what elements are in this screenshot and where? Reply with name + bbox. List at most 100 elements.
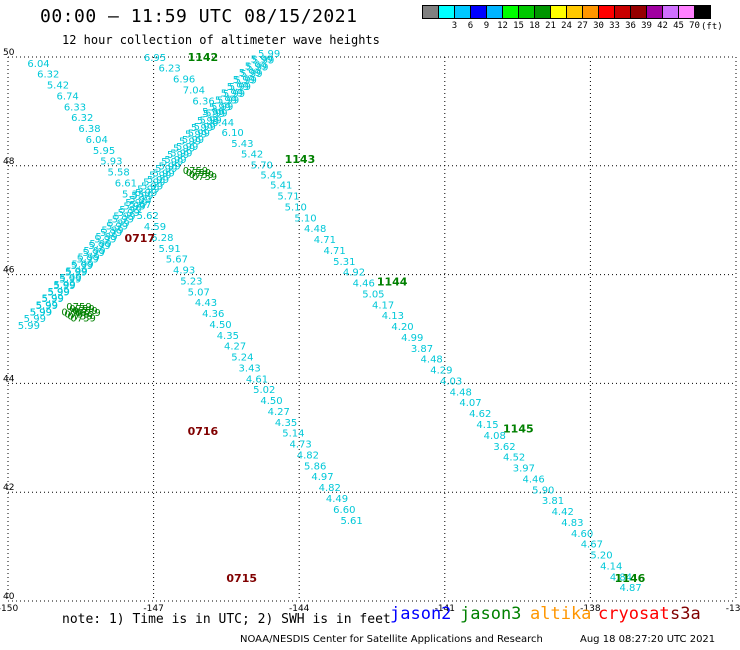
swh-value: 6.10 <box>222 128 244 139</box>
swh-value: 5.99 <box>170 148 192 159</box>
swh-value: 5.99 <box>94 235 116 246</box>
swh-value: 5.99 <box>53 281 75 292</box>
swh-value: 5.99 <box>233 75 255 86</box>
swh-value: 5.99 <box>143 177 165 188</box>
swh-value: 5.99 <box>141 182 163 193</box>
swh-value: 5.99 <box>173 143 195 154</box>
swh-value: 5.99 <box>100 228 122 239</box>
lon-tick-label: -150 <box>0 604 18 614</box>
swh-value: 5.67 <box>129 200 151 211</box>
swh-value: 4.46 <box>522 474 544 485</box>
swh-value: 5.99 <box>223 89 245 100</box>
swh-value: 4.93 <box>173 266 195 277</box>
pass-time-label: 1143 <box>285 153 316 166</box>
legend-swatch <box>694 5 711 19</box>
swh-value: 5.99 <box>161 157 183 168</box>
swh-value: 5.43 <box>231 139 253 150</box>
swh-value: 5.99 <box>147 175 169 186</box>
swh-value: 5.99 <box>77 254 99 265</box>
swh-value: 4.42 <box>552 507 574 518</box>
swh-value: 4.15 <box>476 420 498 431</box>
swh-value: 4.52 <box>503 453 525 464</box>
swh-value: 5.31 <box>333 257 355 268</box>
swh-value: 5.45 <box>260 170 282 181</box>
swh-value: 5.99 <box>176 142 198 153</box>
footer-note: note: 1) Time is in UTC; 2) SWH is in fe… <box>62 612 391 627</box>
overlap-time-label: 0759 <box>66 302 91 313</box>
legend-label: 9 <box>483 21 490 31</box>
swh-value: 4.67 <box>581 540 603 551</box>
legend-label: 45 <box>673 21 684 31</box>
swh-value: 5.86 <box>304 461 326 472</box>
swh-value: 5.99 <box>42 294 64 305</box>
swh-value: 5.99 <box>30 307 52 318</box>
swh-value: 5.99 <box>119 205 141 216</box>
swh-value: 5.99 <box>205 109 227 120</box>
swh-value: 5.99 <box>164 155 186 166</box>
swh-value: 5.99 <box>77 253 99 264</box>
swh-value: 5.99 <box>182 135 204 146</box>
swh-value: 6.32 <box>71 113 93 124</box>
swh-value: 6.32 <box>37 70 59 81</box>
legend-label: 24 <box>561 21 572 31</box>
swh-value: 6.04 <box>27 59 49 70</box>
pass-time-label: 0716 <box>188 425 219 438</box>
swh-value: 5.99 <box>101 225 123 236</box>
swh-value: 5.99 <box>48 287 70 298</box>
legend-label: 36 <box>625 21 636 31</box>
swh-value: 5.99 <box>107 218 129 229</box>
swh-value: 5.99 <box>60 273 82 284</box>
swh-value: 5.99 <box>36 301 58 312</box>
swh-value: 5.35 <box>122 189 144 200</box>
swh-value: 4.29 <box>430 366 452 377</box>
swh-value: 5.61 <box>340 516 362 527</box>
swh-value: 5.10 <box>294 213 316 224</box>
credit-text: NOAA/NESDIS Center for Satellite Applica… <box>240 634 543 645</box>
swh-value: 3.97 <box>513 464 535 475</box>
swh-value: 5.99 <box>106 221 128 232</box>
swh-value: 4.48 <box>421 355 443 366</box>
swh-value: 5.41 <box>270 181 292 192</box>
swh-value: 5.99 <box>135 188 157 199</box>
swh-value: 4.71 <box>323 246 345 257</box>
swh-value: 5.99 <box>65 266 87 277</box>
swh-value: 4.84 <box>610 572 632 583</box>
swh-value: 5.99 <box>153 168 175 179</box>
swh-value: 4.59 <box>144 222 166 233</box>
swh-value: 5.99 <box>240 69 262 80</box>
overlap-time-label: 0759 <box>189 170 214 181</box>
swh-value: 4.60 <box>571 529 593 540</box>
swh-value: 4.03 <box>440 376 462 387</box>
swh-value: 4.43 <box>195 298 217 309</box>
swh-value: 5.70 <box>251 161 273 172</box>
swh-value: 5.99 <box>36 300 58 311</box>
lon-tick-label: -138 <box>580 604 601 614</box>
swh-value: 5.99 <box>118 208 140 219</box>
swh-value: 5.93 <box>100 157 122 168</box>
swh-value: 5.99 <box>65 268 87 279</box>
swh-value: 5.99 <box>131 191 153 202</box>
legend-label: 15 <box>513 21 524 31</box>
swh-value: 4.82 <box>297 450 319 461</box>
swh-value: 5.99 <box>194 122 216 133</box>
swh-value: 5.42 <box>47 81 69 92</box>
swh-value: 4.99 <box>401 333 423 344</box>
swh-value: 5.99 <box>251 54 273 65</box>
swh-value: 5.42 <box>241 150 263 161</box>
swh-value: 5.99 <box>125 198 147 209</box>
swh-value: 6.33 <box>64 102 86 113</box>
swh-value: 5.99 <box>167 150 189 161</box>
mission-altika: altika <box>530 604 592 624</box>
swh-value: 4.13 <box>382 311 404 322</box>
swh-value: 5.99 <box>88 241 110 252</box>
pass-time-label: 1144 <box>377 275 408 288</box>
swh-value: 5.99 <box>89 239 111 250</box>
pass-time-label: 0715 <box>226 572 257 585</box>
overlap-time-label: 0759 <box>64 309 89 320</box>
swh-value: 5.99 <box>123 201 145 212</box>
swh-value: 4.92 <box>343 268 365 279</box>
legend-label: 3 <box>451 21 458 31</box>
swh-value: 5.99 <box>209 102 231 113</box>
mission-jason2: jason2 <box>390 604 452 624</box>
swh-value: 4.62 <box>469 409 491 420</box>
